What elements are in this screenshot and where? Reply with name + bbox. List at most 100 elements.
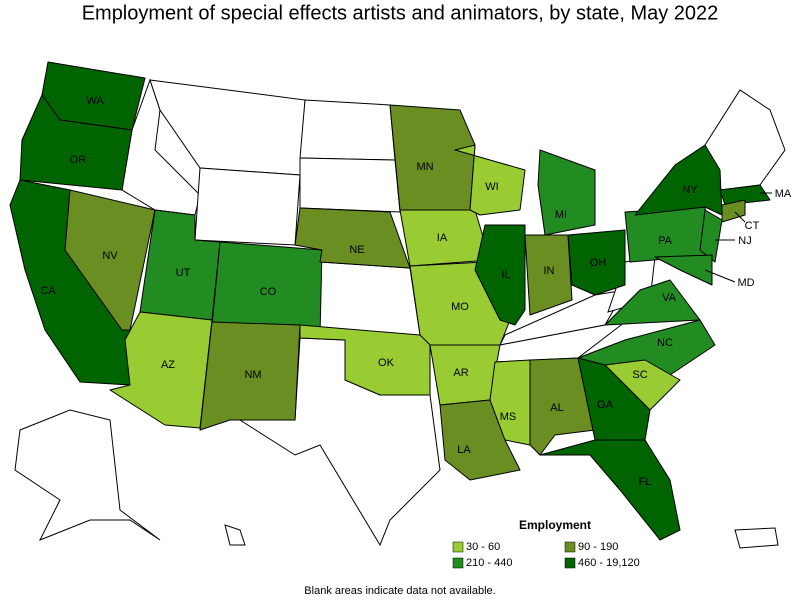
- state-label: CT: [745, 220, 760, 232]
- state: [539, 439, 681, 541]
- legend-items: 30 - 60 90 - 190 210 - 440 460 - 19,120: [452, 541, 640, 569]
- legend-title: Employment: [519, 518, 591, 532]
- state-group: PA: [624, 206, 713, 263]
- state-group: NM: [199, 321, 301, 431]
- state-label: CA: [40, 285, 56, 297]
- state-label: UT: [176, 267, 191, 279]
- state-group: NE: [294, 207, 411, 269]
- state-label: OK: [378, 357, 395, 369]
- state: [524, 234, 573, 316]
- state-group: MN: [389, 104, 476, 211]
- leader-line: [734, 211, 746, 223]
- state: [19, 94, 133, 191]
- state-group: OK: [299, 324, 431, 396]
- state-label: OH: [590, 257, 607, 269]
- state-group: WI: [454, 144, 526, 216]
- state-group: IN: [524, 234, 573, 316]
- state: [64, 189, 156, 331]
- territory-pr: [734, 527, 779, 549]
- state-label: SC: [632, 369, 647, 381]
- state-label: NC: [657, 337, 673, 349]
- state: [454, 144, 526, 216]
- state: [577, 357, 651, 441]
- legend-label: 30 - 60: [466, 541, 500, 553]
- state-group: MD: [654, 254, 755, 289]
- state-label: PA: [658, 235, 673, 247]
- state: [299, 324, 431, 396]
- state: [199, 321, 301, 431]
- state-sd: [299, 157, 401, 213]
- state-group: WA: [41, 61, 146, 131]
- state: [604, 279, 701, 326]
- state: [719, 184, 771, 206]
- state-label: IL: [501, 269, 510, 281]
- state: [389, 104, 476, 211]
- legend-swatch: [452, 557, 464, 569]
- state-label: OR: [70, 154, 87, 166]
- title: Employment of special effects artists an…: [82, 2, 719, 24]
- state-label: GA: [597, 399, 614, 411]
- state-ks: [319, 261, 421, 336]
- state-group: VA: [604, 279, 701, 326]
- state-label: CO: [260, 286, 277, 298]
- state-label: FL: [639, 476, 652, 488]
- state: [567, 229, 626, 296]
- state-group: MI: [537, 149, 596, 236]
- data-states: WA OR CA NV UT AZ CO NM NE MN IA MO OK A…: [9, 61, 792, 541]
- state: [654, 254, 713, 286]
- state-label: LA: [457, 444, 471, 456]
- legend-swatch: [564, 557, 576, 569]
- legend-swatch: [452, 541, 464, 553]
- state-label: WA: [86, 95, 104, 107]
- state: [699, 209, 723, 263]
- legend-swatch: [564, 541, 576, 553]
- state-group: CA: [9, 179, 146, 386]
- legend-label: 460 - 19,120: [578, 557, 640, 569]
- state-label: NY: [682, 184, 698, 196]
- state-mt: [149, 79, 306, 176]
- state-group: OH: [567, 229, 626, 296]
- state: [489, 359, 531, 446]
- state-group: NV: [64, 189, 156, 331]
- state-label: MO: [451, 301, 469, 313]
- state-label: AL: [550, 402, 563, 414]
- state-group: CO: [211, 241, 323, 336]
- state-label: IA: [437, 232, 448, 244]
- legend-label: 210 - 440: [466, 557, 512, 569]
- state: [634, 144, 723, 216]
- state-group: GA: [577, 357, 651, 441]
- state-nd: [299, 99, 396, 161]
- state-group: OR: [19, 94, 133, 191]
- state-label: NE: [349, 244, 364, 256]
- state-label: IN: [544, 265, 555, 277]
- state-label: WI: [485, 181, 498, 193]
- state-hi: [224, 524, 246, 546]
- state-label: AR: [453, 367, 468, 379]
- note: Blank areas indicate data not available.: [304, 585, 495, 597]
- state: [474, 224, 526, 326]
- state-group: MA: [719, 184, 792, 206]
- state-group: AR: [429, 344, 501, 406]
- state-ak: [14, 409, 161, 541]
- state-label: NJ: [738, 235, 751, 247]
- state-label: MI: [555, 209, 567, 221]
- leader-line: [704, 269, 736, 283]
- state-label: MD: [737, 277, 754, 289]
- state-wy: [194, 167, 301, 246]
- state-label: NV: [102, 250, 118, 262]
- state-label: NM: [244, 369, 261, 381]
- state-label: VA: [662, 292, 677, 304]
- state-label: MN: [416, 161, 433, 173]
- state-label: MA: [775, 188, 792, 200]
- state: [294, 207, 411, 269]
- state-label: MS: [500, 411, 517, 423]
- legend-label: 90 - 190: [578, 541, 618, 553]
- state-group: MS: [489, 359, 531, 446]
- state: [537, 149, 596, 236]
- state-group: NJ: [699, 209, 752, 263]
- state-label: AZ: [161, 359, 175, 371]
- state-group: NY: [634, 144, 723, 216]
- state-group: FL: [539, 439, 681, 541]
- state-group: CT: [721, 199, 760, 232]
